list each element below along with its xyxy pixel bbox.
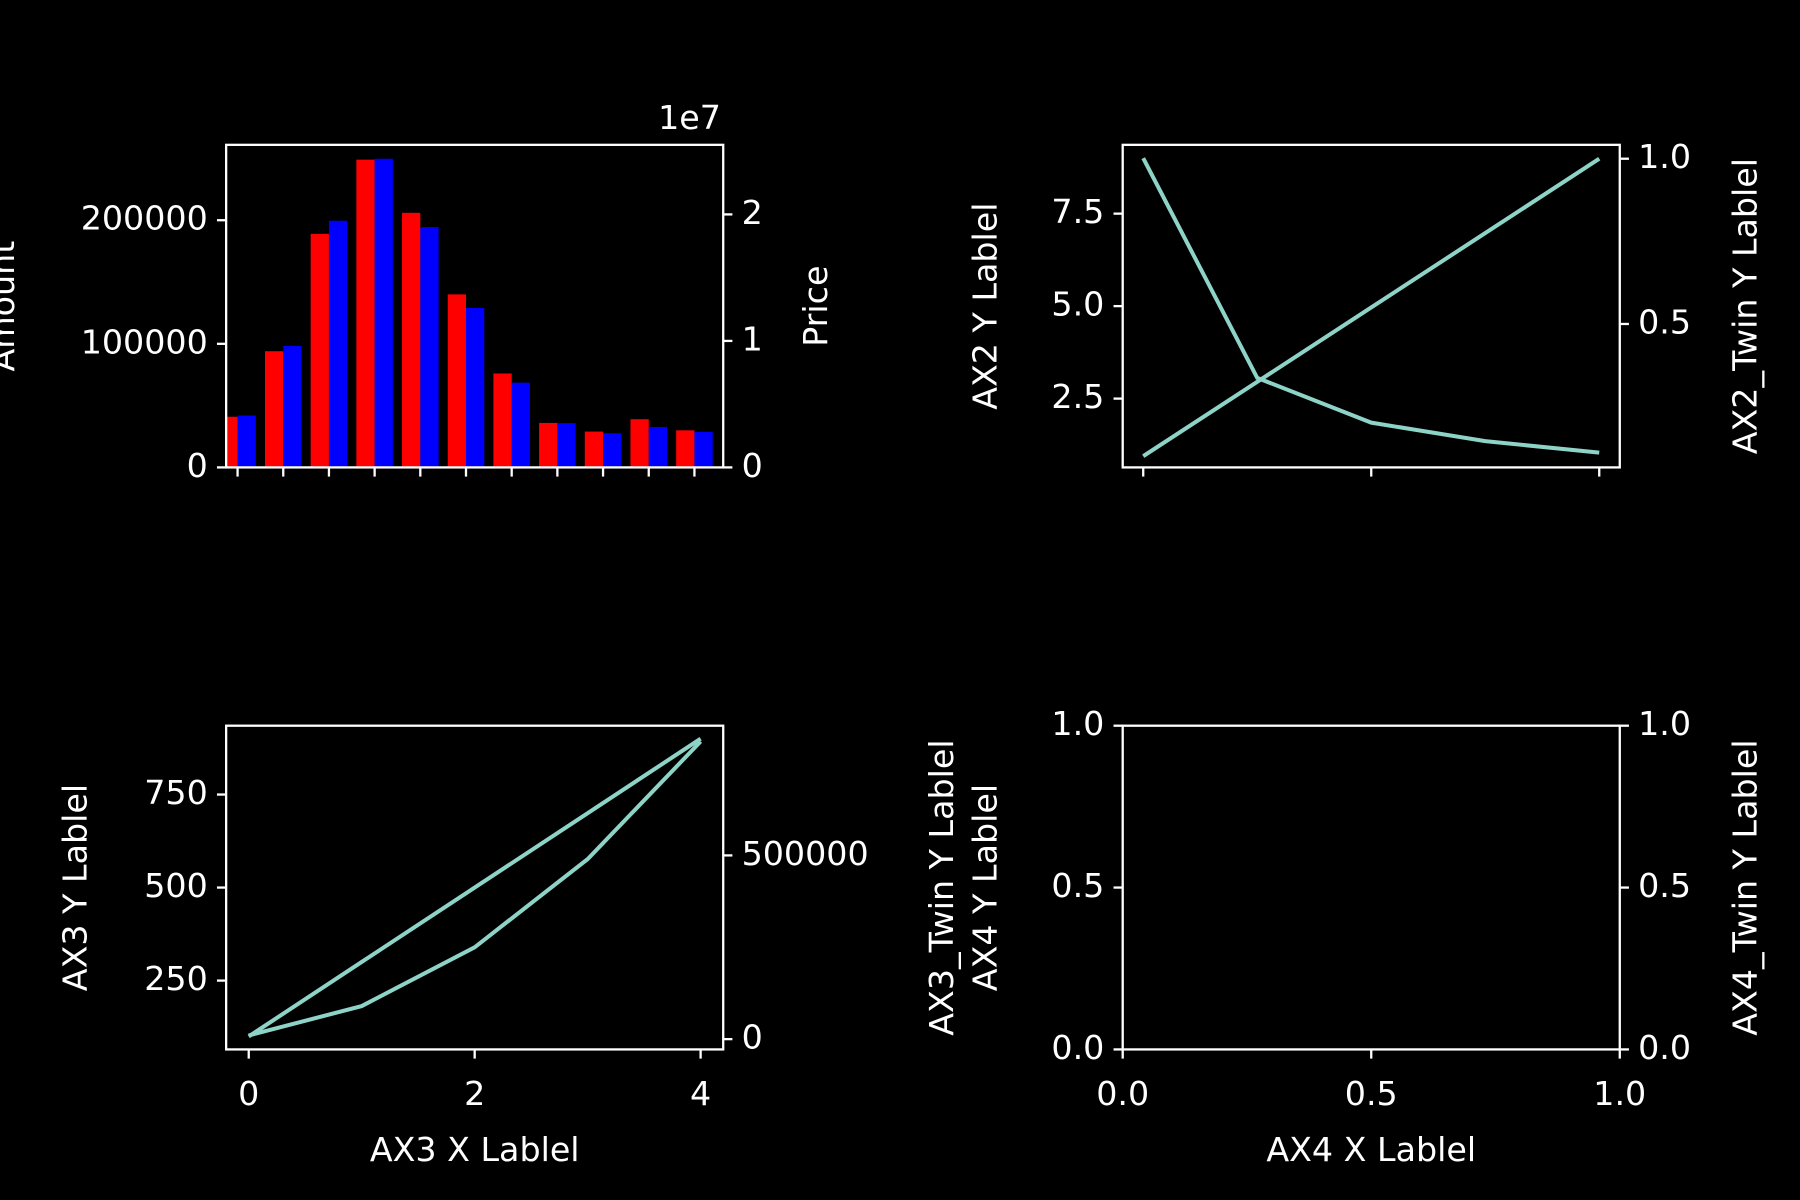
y-axis-label: AX2 Y Lablel	[966, 202, 1005, 409]
x-tick-label: 0	[238, 1074, 259, 1113]
bar	[603, 433, 622, 468]
y2-tick-label: 0.5	[1638, 866, 1691, 905]
y-tick-label: 2.5	[1051, 377, 1104, 416]
bar	[420, 227, 439, 468]
axes-frame	[225, 143, 725, 469]
bar	[539, 422, 558, 468]
bar	[493, 373, 512, 468]
bar	[511, 382, 530, 468]
bar	[264, 351, 284, 468]
y-tick-label: 250	[144, 959, 208, 998]
y-tick-label: 1.0	[1051, 704, 1104, 743]
y2-tick-label: 0	[742, 1018, 763, 1057]
y2-tick-label: 0.0	[1638, 1028, 1691, 1067]
y-tick-label: 5.0	[1051, 285, 1104, 324]
axes-frame	[1121, 724, 1621, 1051]
y2-axis-label: AX2_Twin Y Lablel	[1726, 158, 1765, 454]
y-tick-label: 0	[187, 446, 208, 485]
bar	[648, 426, 668, 468]
y-tick-label: 0.5	[1051, 866, 1104, 905]
plot-area	[1141, 157, 1601, 458]
x-tick-label: 2	[464, 1074, 485, 1113]
bar	[694, 431, 713, 468]
offset-label: 1e7	[658, 98, 721, 137]
plot-area	[247, 737, 703, 1039]
axes-frame	[225, 724, 725, 1051]
x-tick-label: 4	[690, 1074, 711, 1113]
line	[248, 740, 703, 1038]
y2-tick-label: 2	[742, 193, 763, 232]
y2-axis-label: Price	[796, 266, 835, 347]
y-axis-label: AX3 Y Lablel	[55, 784, 94, 991]
y-tick-label: 200000	[81, 199, 208, 238]
bar	[374, 158, 393, 468]
y-tick-label: 7.5	[1051, 192, 1104, 231]
y2-tick-label: 1.0	[1638, 704, 1691, 743]
y2-axis-label: AX4_Twin Y Lablel	[1726, 739, 1765, 1035]
bar	[630, 419, 649, 468]
bar	[226, 416, 238, 468]
x-tick-label: 0.5	[1345, 1074, 1398, 1113]
bar	[237, 415, 256, 468]
bar	[466, 308, 485, 468]
y2-tick-label: 0.5	[1638, 302, 1691, 341]
bar	[310, 233, 329, 468]
bar	[402, 212, 421, 468]
bar	[584, 431, 604, 468]
y-tick-label: 0.0	[1051, 1028, 1104, 1067]
x-tick-label: 1.0	[1593, 1074, 1646, 1113]
y2-tick-label: 500000	[742, 834, 869, 873]
y2-tick-label: 0	[742, 446, 763, 485]
x-axis-label: AX3 X Lablel	[370, 1130, 580, 1169]
axes-frame	[1121, 143, 1621, 469]
line	[1142, 157, 1601, 458]
y2-axis-label: AX3_Twin Y Lablel	[922, 739, 961, 1035]
bar	[328, 220, 348, 468]
bar	[283, 345, 302, 468]
y2-tick-label: 1.0	[1638, 137, 1691, 176]
y-axis-label: Amount	[0, 241, 22, 372]
y-tick-label: 750	[144, 773, 208, 812]
y2-tick-label: 1	[742, 319, 763, 358]
plot-area	[226, 158, 713, 468]
line	[247, 737, 702, 1039]
line	[1141, 157, 1600, 455]
bar	[447, 294, 467, 468]
x-axis-label: AX4 X Lablel	[1266, 1130, 1476, 1169]
y-tick-label: 100000	[81, 322, 208, 361]
bar	[676, 430, 695, 468]
y-tick-label: 500	[144, 866, 208, 905]
bar	[356, 159, 375, 468]
x-tick-label: 0.0	[1096, 1074, 1149, 1113]
y-axis-label: AX4 Y Lablel	[966, 784, 1005, 991]
bar	[557, 423, 576, 468]
